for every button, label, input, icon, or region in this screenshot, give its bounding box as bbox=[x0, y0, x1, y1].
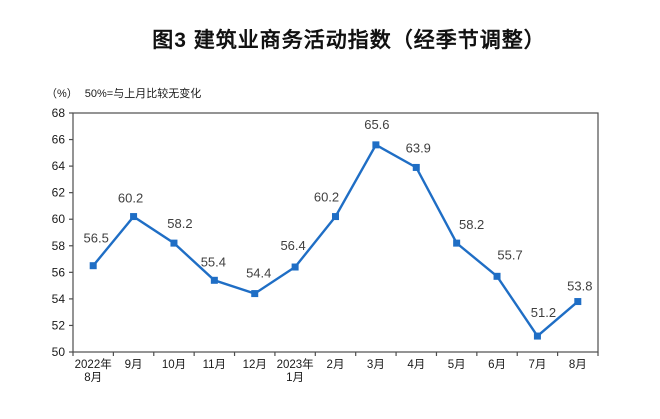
data-point-marker bbox=[453, 239, 461, 247]
x-axis-label: 11月 bbox=[203, 359, 226, 371]
data-point-marker bbox=[130, 213, 138, 221]
data-point-label: 54.4 bbox=[246, 266, 271, 281]
data-point-marker bbox=[533, 332, 541, 340]
x-axis-label: 2022年 bbox=[75, 357, 112, 371]
y-axis-tick-label: 68 bbox=[52, 106, 66, 120]
data-point-marker bbox=[89, 262, 97, 270]
data-point-label: 56.4 bbox=[280, 238, 305, 253]
data-line bbox=[92, 143, 579, 338]
x-axis-label: 2023年 bbox=[277, 357, 314, 371]
x-axis-label: 12月 bbox=[243, 359, 267, 371]
y-axis-tick-label: 62 bbox=[52, 186, 66, 200]
data-point-marker bbox=[210, 276, 218, 284]
data-point-marker bbox=[574, 298, 582, 306]
x-axis-label: 3月 bbox=[367, 359, 385, 371]
data-point-marker bbox=[412, 163, 420, 171]
x-axis-label: 10月 bbox=[162, 359, 186, 371]
data-point-marker bbox=[170, 239, 178, 247]
data-point-marker bbox=[251, 290, 259, 298]
y-axis-tick-label: 64 bbox=[52, 159, 66, 173]
data-point-label: 58.2 bbox=[459, 217, 484, 232]
x-axis-label: 1月 bbox=[286, 372, 304, 384]
data-point-label: 60.2 bbox=[118, 191, 143, 206]
y-axis-tick-label: 66 bbox=[52, 133, 66, 147]
data-point-label: 56.5 bbox=[84, 231, 109, 246]
x-axis-label: 6月 bbox=[488, 359, 506, 371]
reference-note: 50%=与上月比较无变化 bbox=[84, 88, 202, 100]
x-axis-label: 8月 bbox=[569, 359, 587, 371]
data-point-label: 55.7 bbox=[497, 247, 522, 262]
data-point-marker bbox=[493, 272, 501, 280]
plot-area-border bbox=[72, 112, 599, 353]
x-axis-label: 8月 bbox=[84, 372, 102, 384]
y-axis-unit-label: （%） bbox=[46, 88, 78, 100]
axis-unit-note: （%） 50%=与上月比较无变化 bbox=[46, 85, 201, 101]
x-axis-label: 4月 bbox=[407, 359, 425, 371]
data-point-marker bbox=[291, 263, 299, 271]
data-point-label: 53.8 bbox=[567, 279, 592, 294]
x-axis-label: 2月 bbox=[327, 359, 345, 371]
y-axis-tick-label: 54 bbox=[52, 292, 66, 306]
data-point-marker bbox=[332, 213, 339, 221]
data-point-label: 58.2 bbox=[167, 216, 192, 231]
x-axis-label: 9月 bbox=[125, 359, 143, 371]
chart-title: 图3 建筑业商务活动指数（经季节调整） bbox=[152, 29, 546, 52]
y-axis-tick-label: 50 bbox=[52, 345, 66, 359]
data-point-label: 60.2 bbox=[314, 190, 339, 205]
y-axis-tick-label: 60 bbox=[52, 212, 66, 226]
y-axis-tick-label: 56 bbox=[52, 265, 66, 279]
y-axis-tick-label: 58 bbox=[52, 239, 66, 253]
data-point-label: 65.6 bbox=[364, 117, 389, 132]
data-point-label: 55.4 bbox=[201, 254, 226, 269]
data-point-marker bbox=[372, 141, 380, 149]
data-point-label: 51.2 bbox=[531, 305, 556, 320]
data-point-label: 63.9 bbox=[406, 140, 431, 155]
x-axis-label: 5月 bbox=[448, 359, 466, 371]
x-axis-label: 7月 bbox=[528, 359, 546, 371]
y-axis-tick-label: 52 bbox=[52, 318, 66, 332]
